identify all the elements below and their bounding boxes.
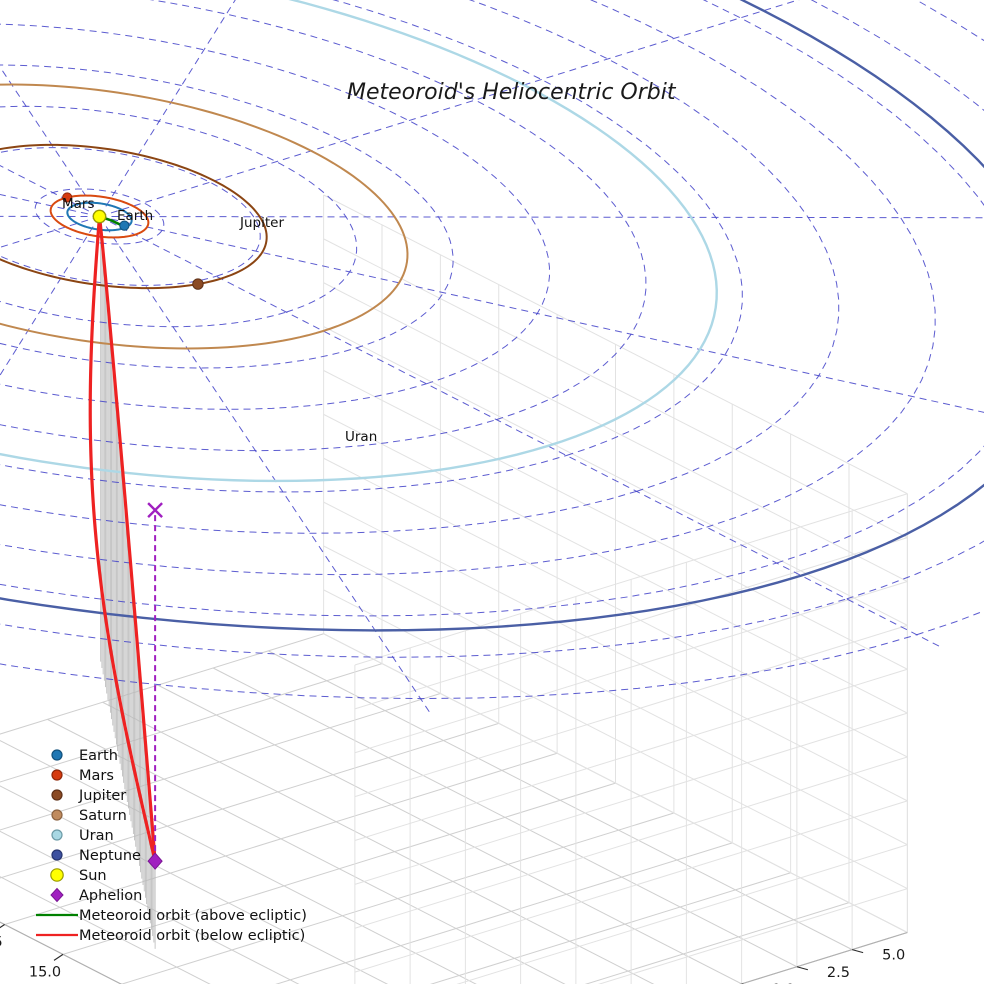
meteoroid-orbit-inbound (97, 214, 157, 863)
legend-marker-sun (50, 868, 64, 882)
tick-label: 15.0 (29, 964, 61, 980)
sun-marker (92, 209, 107, 224)
orbit-earth (66, 201, 133, 232)
legend-marker-aphelion (50, 887, 64, 903)
tick-label: 5.0 (882, 948, 905, 964)
legend-marker-jupiter (51, 789, 63, 801)
legend-label: Uran (79, 828, 114, 844)
legend-label: Saturn (79, 808, 127, 824)
planet-label-uran: Uran (345, 429, 377, 445)
planet-label-earth: Earth (117, 208, 153, 224)
orbit-saturn (0, 83, 409, 350)
legend-label: Earth (79, 748, 118, 764)
legend-label: Mars (79, 768, 114, 784)
legend-label: Jupiter (78, 788, 126, 804)
meteoroid-orbit-outbound (88, 214, 157, 863)
aphelion-ecliptic-cross-icon (147, 502, 163, 518)
legend-marker-saturn (51, 809, 63, 821)
legend-label: Meteoroid orbit (below ecliptic) (79, 928, 305, 944)
aphelion-marker (147, 852, 163, 870)
tick-label: 2.5 (827, 965, 850, 981)
orbit-jupiter (0, 143, 268, 290)
legend-label: Neptune (79, 848, 141, 864)
legend-marker-neptune (51, 849, 63, 861)
tick-label: 0.0 (772, 982, 795, 984)
planet-marker-mars (62, 192, 73, 203)
orbit-uran (0, 0, 718, 483)
legend-marker-mars (51, 769, 63, 781)
tick-label: 12.5 (0, 935, 3, 951)
legend-label: Meteoroid orbit (above ecliptic) (79, 908, 307, 924)
planet-label-mars: Mars (62, 196, 95, 212)
legend-label: Sun (79, 868, 107, 884)
planet-marker-jupiter (192, 278, 204, 290)
legend-label: Aphelion (79, 888, 142, 904)
planet-marker-earth (119, 220, 130, 231)
legend-marker-uran (51, 829, 63, 841)
planet-label-jupiter: Jupiter (239, 215, 284, 231)
legend-marker-earth (51, 749, 63, 761)
figure-title: Meteoroid's Heliocentric Orbit (347, 80, 677, 105)
